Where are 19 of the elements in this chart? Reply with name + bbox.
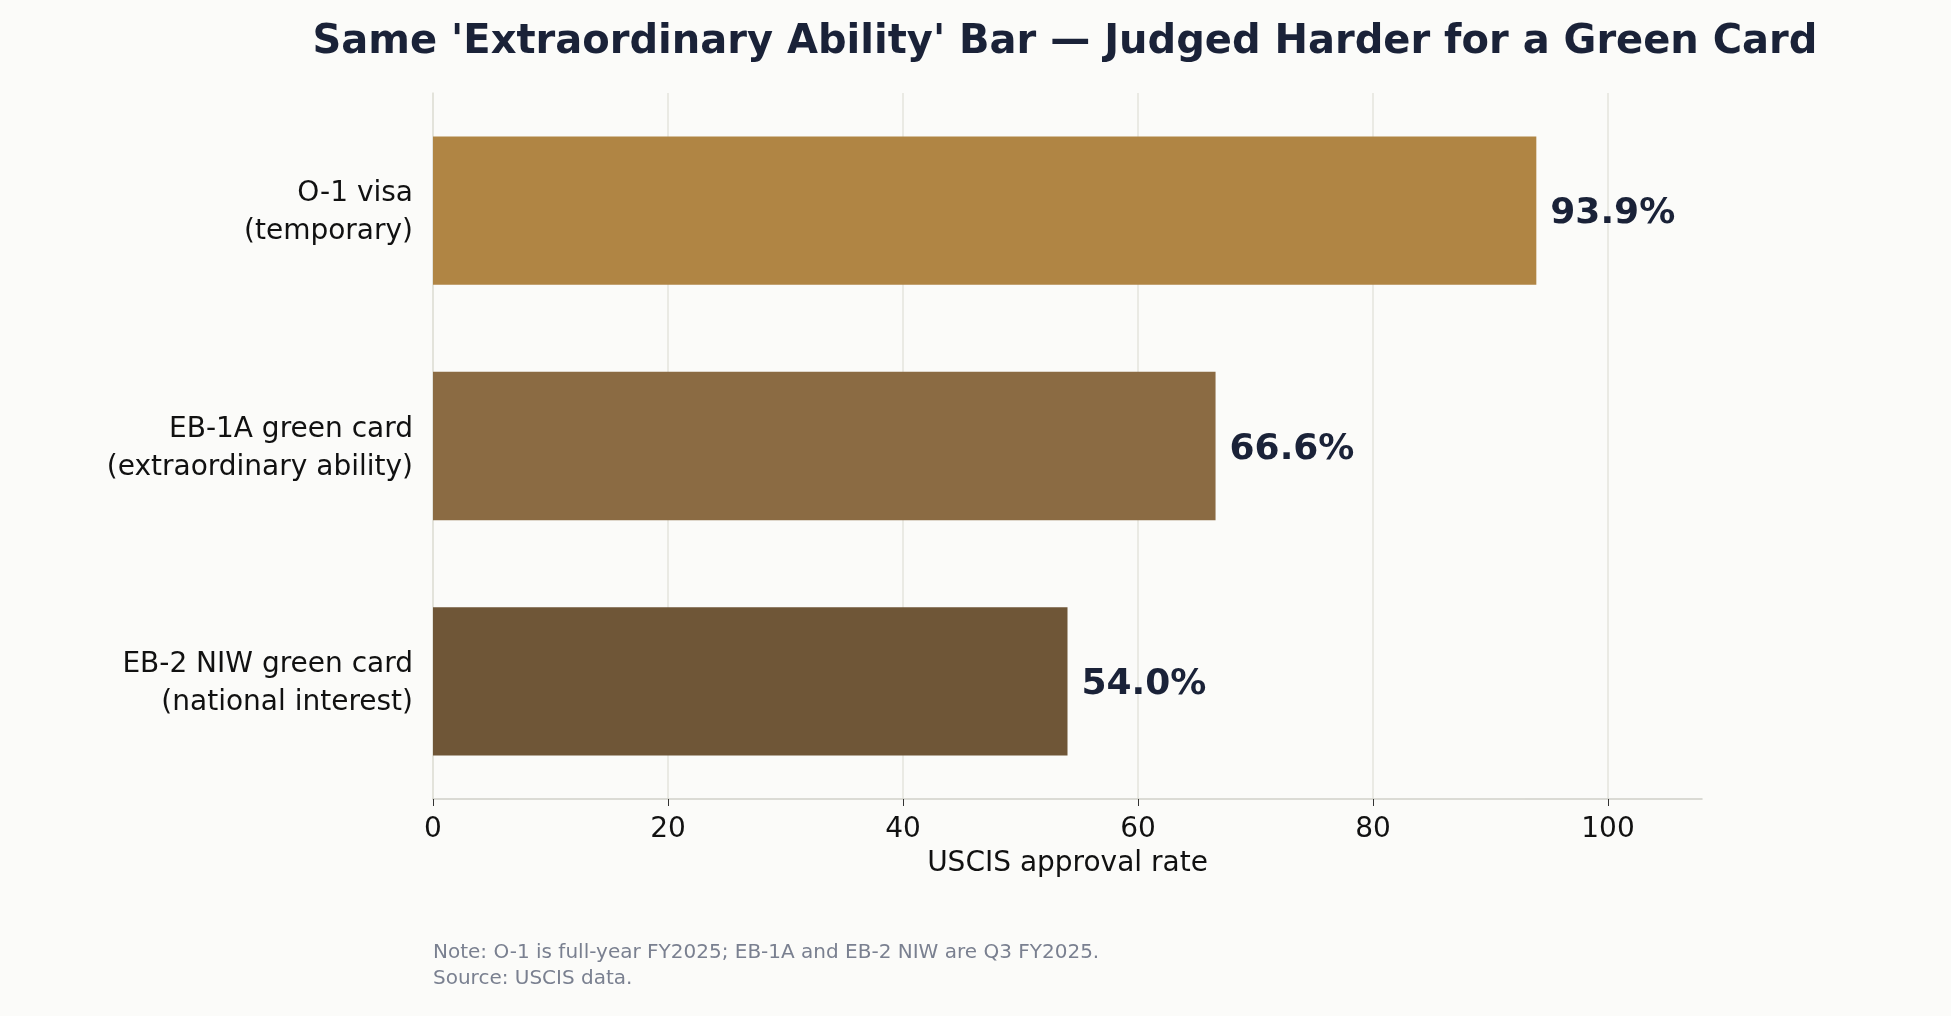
x-tick-label: 60 (1120, 810, 1156, 844)
x-tick-label: 80 (1355, 810, 1391, 844)
bar (433, 607, 1068, 756)
y-tick-label: EB-2 NIW green card (national interest) (122, 645, 413, 717)
x-tick-label: 0 (424, 810, 442, 844)
source-note: Source: USCIS data. (433, 964, 634, 990)
y-tick-label: O-1 visa (temporary) (244, 175, 413, 247)
x-tick-label: 20 (650, 810, 686, 844)
bar (433, 371, 1216, 521)
x-tick-label: 100 (1581, 810, 1635, 844)
x-tick-label: 40 (885, 810, 921, 844)
data-label: 93.9% (1550, 190, 1676, 232)
data-label: 66.6% (1229, 425, 1355, 467)
y-tick-label: EB-1A green card (extraordinary ability) (106, 410, 413, 482)
text: Note: O-1 is full-year FY2025; EB-1A and EB-2 NIW are Q3 FY2025. (433, 938, 1100, 964)
x-axis-title: USCIS approval rate (927, 844, 1208, 878)
chart-title: Same 'Extraordinary Ability' Bar — Judged Harder for a Green Card (312, 16, 1818, 62)
bar (433, 136, 1537, 285)
data-label: 54.0% (1081, 660, 1207, 702)
